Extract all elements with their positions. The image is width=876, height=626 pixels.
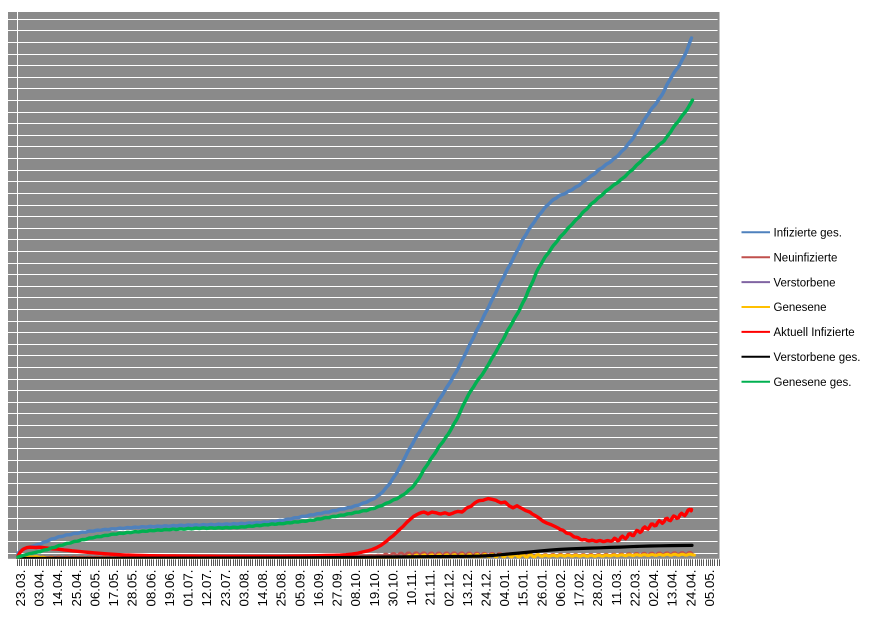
svg-text:Infizierte ges.: Infizierte ges. (774, 228, 842, 240)
svg-text:02.12.: 02.12. (441, 570, 456, 607)
svg-text:24.12.: 24.12. (479, 570, 494, 607)
svg-text:Verstorbene: Verstorbene (774, 277, 836, 289)
svg-text:Aktuell Infizierte: Aktuell Infizierte (774, 327, 855, 339)
svg-text:17.05.: 17.05. (106, 570, 121, 607)
svg-text:05.09.: 05.09. (292, 570, 307, 607)
svg-text:25.04.: 25.04. (69, 570, 84, 607)
svg-text:Genesene: Genesene (774, 302, 827, 314)
svg-text:05.05.: 05.05. (702, 570, 717, 607)
svg-text:26.01.: 26.01. (534, 570, 549, 607)
svg-text:17.02.: 17.02. (572, 570, 587, 607)
svg-text:27.09.: 27.09. (330, 570, 345, 607)
svg-text:11.03.: 11.03. (609, 570, 624, 606)
svg-text:12.07.: 12.07. (199, 570, 214, 607)
svg-text:14.08.: 14.08. (255, 570, 270, 607)
svg-text:13.04.: 13.04. (665, 570, 680, 607)
svg-text:16.09.: 16.09. (311, 570, 326, 607)
svg-text:21.11.: 21.11. (423, 570, 438, 606)
svg-text:03.08.: 03.08. (236, 570, 251, 607)
svg-text:03.04.: 03.04. (32, 570, 47, 607)
svg-text:02.04.: 02.04. (646, 570, 661, 607)
svg-text:08.10.: 08.10. (348, 570, 363, 607)
svg-text:06.05.: 06.05. (88, 570, 103, 607)
svg-text:Neuinfizierte: Neuinfizierte (774, 252, 838, 264)
svg-text:23.07.: 23.07. (218, 570, 233, 607)
svg-text:Verstorbene ges.: Verstorbene ges. (774, 352, 861, 364)
svg-text:15.01.: 15.01. (516, 570, 531, 607)
svg-text:19.06.: 19.06. (162, 570, 177, 607)
svg-text:23.03.: 23.03. (13, 570, 28, 607)
svg-text:28.02.: 28.02. (590, 570, 605, 607)
svg-text:08.06.: 08.06. (143, 570, 158, 607)
svg-text:10.11.: 10.11. (404, 570, 419, 606)
svg-text:14.04.: 14.04. (50, 570, 65, 607)
svg-text:13.12.: 13.12. (460, 570, 475, 607)
svg-text:19.10.: 19.10. (367, 570, 382, 607)
svg-text:30.10.: 30.10. (385, 570, 400, 607)
svg-text:01.07.: 01.07. (181, 570, 196, 607)
svg-text:22.03.: 22.03. (628, 570, 643, 607)
svg-text:04.01.: 04.01. (497, 570, 512, 607)
svg-text:24.04.: 24.04. (683, 570, 698, 607)
svg-text:25.08.: 25.08. (274, 570, 289, 607)
svg-text:28.05.: 28.05. (125, 570, 140, 607)
svg-text:06.02.: 06.02. (553, 570, 568, 607)
svg-text:Genesene ges.: Genesene ges. (774, 377, 852, 389)
